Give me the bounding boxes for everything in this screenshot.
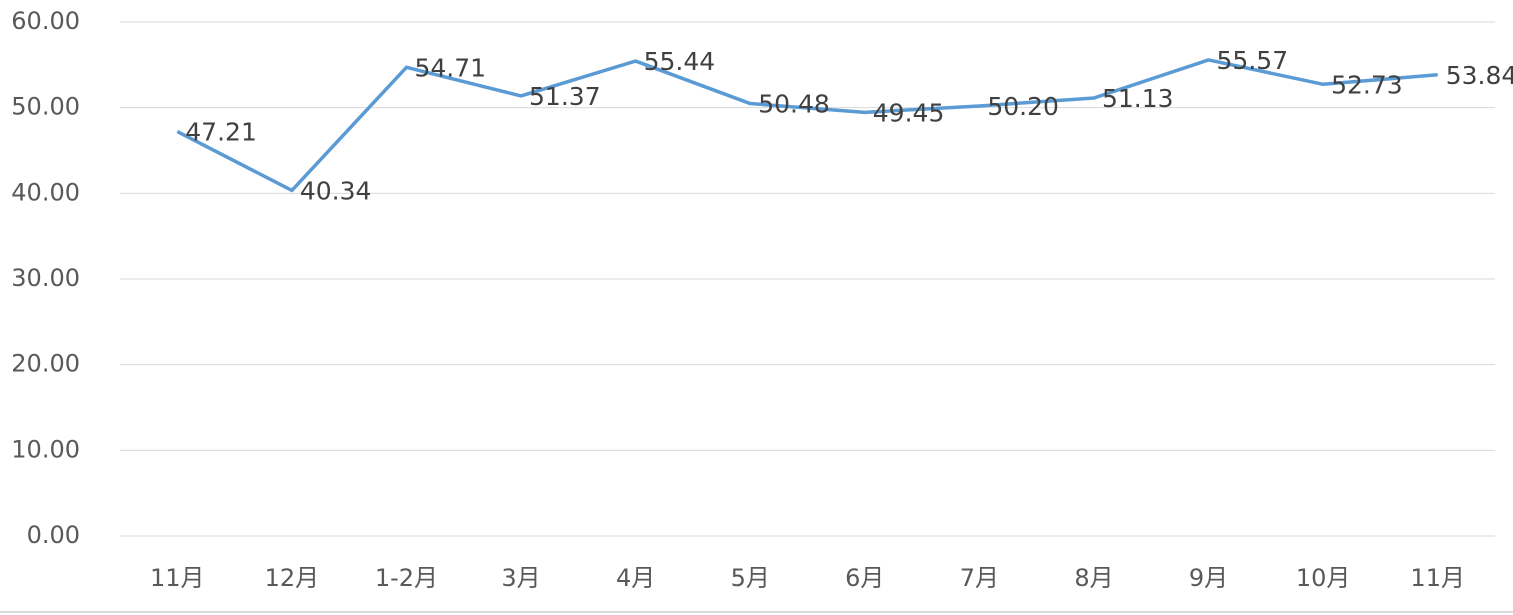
- data-label: 49.45: [873, 98, 945, 127]
- y-tick-label: 0.00: [27, 521, 80, 549]
- data-label: 50.20: [987, 92, 1059, 121]
- data-label: 55.44: [644, 47, 716, 76]
- data-label: 52.73: [1331, 70, 1403, 99]
- data-label: 54.71: [414, 53, 486, 82]
- y-tick-label: 50.00: [11, 93, 80, 121]
- x-tick-label: 5月: [731, 564, 770, 592]
- y-tick-label: 40.00: [11, 178, 80, 206]
- y-tick-label: 20.00: [11, 350, 80, 378]
- x-tick-label: 8月: [1074, 564, 1113, 592]
- x-tick-label: 1-2月: [375, 564, 438, 592]
- line-series: [176, 58, 1438, 193]
- data-label: 47.21: [185, 118, 257, 147]
- data-label: 50.48: [758, 90, 830, 119]
- x-tick-label: 10月: [1296, 564, 1351, 592]
- data-label: 53.84: [1446, 61, 1513, 90]
- data-label: 40.34: [300, 176, 372, 205]
- x-tick-label: 3月: [501, 564, 540, 592]
- x-tick-label: 6月: [845, 564, 884, 592]
- y-tick-label: 60.00: [11, 7, 80, 35]
- data-label: 51.13: [1102, 84, 1174, 113]
- data-label: 55.57: [1217, 46, 1289, 75]
- y-tick-label: 10.00: [11, 435, 80, 463]
- x-tick-label: 7月: [960, 564, 999, 592]
- x-tick-label: 4月: [616, 564, 655, 592]
- x-tick-label: 11月: [1410, 564, 1465, 592]
- x-tick-label: 11月: [150, 564, 205, 592]
- x-tick-label: 9月: [1189, 564, 1228, 592]
- y-tick-label: 30.00: [11, 264, 80, 292]
- x-tick-label: 12月: [265, 564, 320, 592]
- data-label: 51.37: [529, 82, 601, 111]
